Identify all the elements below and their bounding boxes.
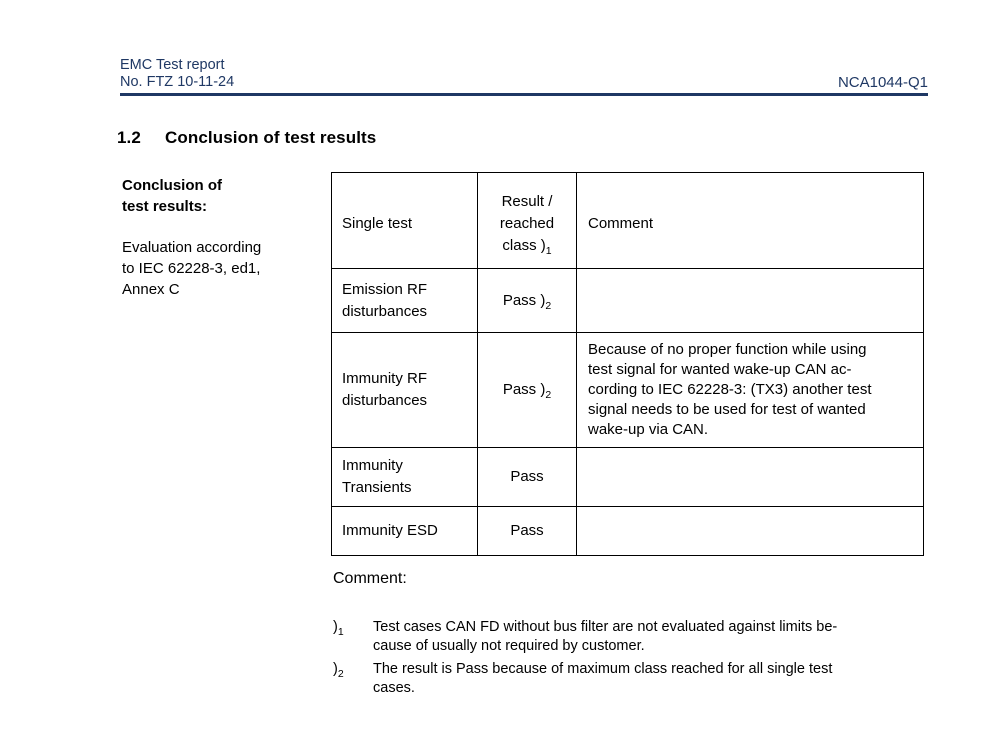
header-result-footnote-ref: 1: [545, 244, 552, 257]
footnote-marker-index: 2: [337, 667, 344, 680]
result-value: Pass: [510, 522, 544, 539]
result-label: Pass )2: [478, 283, 576, 319]
conclusion-side-block: Conclusion of test results: Evaluation a…: [122, 175, 322, 300]
comment-section-label: Comment:: [333, 570, 407, 587]
report-title: EMC Test report No. FTZ 10-11-24: [120, 57, 235, 90]
side-block-title: Conclusion of test results:: [122, 177, 222, 215]
result-value: Pass ): [502, 381, 546, 398]
section-title: Conclusion of test results: [165, 128, 377, 147]
result-footnote-ref: 2: [545, 389, 552, 401]
result-label: Pass: [478, 459, 576, 495]
cell-test-name: Immunity RF disturbances: [331, 332, 478, 448]
test-name-label: Immunity RF disturbances: [342, 370, 428, 409]
header-result-line1: Result /: [501, 192, 553, 210]
cell-comment: [576, 268, 924, 333]
header-cell-comment: Comment: [576, 172, 924, 269]
table-row: Immunity ESD Pass: [331, 506, 924, 556]
footnote-marker-text: ): [333, 619, 338, 635]
result-label: Pass )2: [478, 372, 576, 408]
table-row: Immunity Transients Pass: [331, 447, 924, 507]
cell-comment: [576, 447, 924, 507]
header-label-result: Result / reached class )1: [478, 178, 576, 264]
footnote-marker-index: 1: [337, 625, 344, 638]
footnote-list: )1 Test cases CAN FD without bus filter …: [333, 618, 918, 702]
comment-text: [577, 470, 923, 484]
result-value: Pass: [510, 468, 544, 485]
test-name-label: Immunity ESD: [342, 522, 438, 539]
result-footnote-ref: 2: [545, 299, 552, 312]
cell-test-name: Immunity ESD: [331, 506, 478, 556]
comment-text: [577, 294, 923, 308]
conclusion-results-table: Single test Result / reached class )1 Co…: [331, 172, 924, 556]
footnote-marker: )1: [333, 618, 373, 656]
cell-result: Pass: [477, 447, 577, 507]
page-title: 1.2 Conclusion of test results: [117, 128, 376, 148]
cell-result: Pass )2: [477, 332, 577, 448]
page-header-row: EMC Test report No. FTZ 10-11-24 NCA1044…: [120, 57, 928, 91]
cell-result: Pass: [477, 506, 577, 556]
page-header: EMC Test report No. FTZ 10-11-24 NCA1044…: [120, 57, 928, 96]
footnote-text: The result is Pass because of maximum cl…: [373, 661, 833, 696]
header-label-comment: Comment: [588, 214, 654, 232]
footnote-item: )1 Test cases CAN FD without bus filter …: [333, 618, 918, 656]
test-name-label: Immunity Transients: [342, 457, 412, 496]
cell-result: Pass )2: [477, 268, 577, 333]
footnote-item: )2 The result is Pass because of maximum…: [333, 660, 918, 698]
comment-text: Because of no proper function while usin…: [588, 341, 872, 438]
header-cell-single-test: Single test: [331, 172, 478, 269]
header-result-line3: class )1: [484, 235, 570, 257]
footnote-marker-text: ): [333, 661, 338, 677]
header-label-single-test: Single test: [342, 214, 413, 232]
footnote-marker: )2: [333, 660, 373, 698]
footnote-text: Test cases CAN FD without bus filter are…: [373, 619, 838, 654]
header-result-line2: reached: [499, 214, 555, 232]
header-divider: [120, 93, 928, 96]
cell-test-name: Immunity Transients: [331, 447, 478, 507]
table-header-row: Single test Result / reached class )1 Co…: [331, 172, 924, 269]
header-result-line3-text: class ): [502, 236, 546, 254]
part-number: NCA1044-Q1: [837, 74, 928, 91]
test-name-label: Emission RF disturbances: [342, 280, 428, 320]
table-row: Immunity RF disturbances Pass )2 Because…: [331, 332, 924, 448]
result-label: Pass: [478, 513, 576, 549]
header-cell-result: Result / reached class )1: [477, 172, 577, 269]
section-number: 1.2: [117, 128, 141, 147]
side-block-body: Evaluation according to IEC 62228-3, ed1…: [122, 239, 262, 298]
cell-test-name: Emission RF disturbances: [331, 268, 478, 333]
table-row: Emission RF disturbances Pass )2: [331, 268, 924, 333]
result-value: Pass ): [502, 291, 546, 309]
comment-text: [577, 524, 923, 538]
cell-comment: Because of no proper function while usin…: [576, 332, 924, 448]
cell-comment: [576, 506, 924, 556]
